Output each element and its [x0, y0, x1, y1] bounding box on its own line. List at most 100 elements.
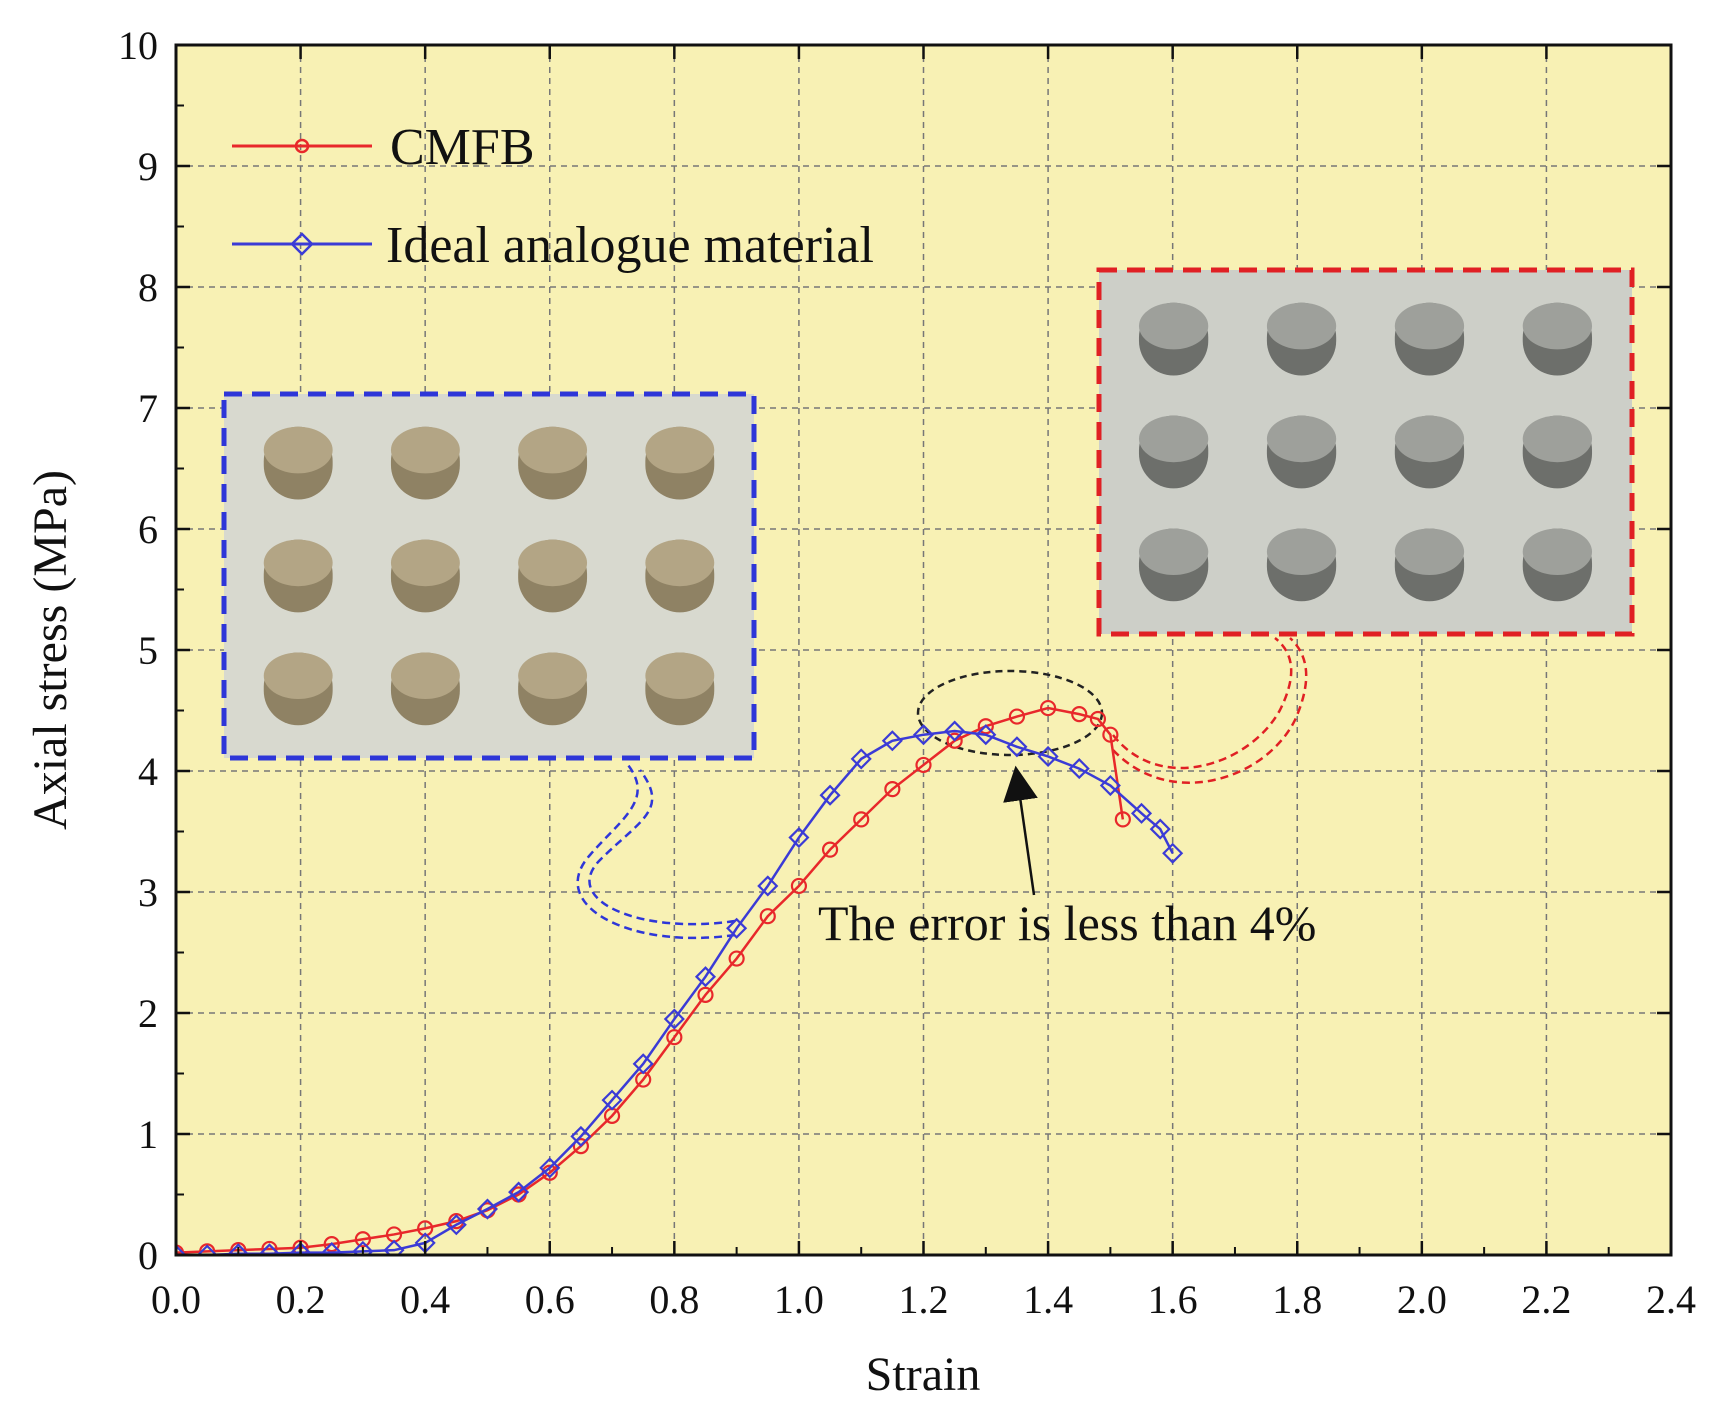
- x-tick-label-8: 1.6: [1148, 1277, 1198, 1322]
- legend-marker-cmfb: [294, 138, 310, 154]
- blue-connector-curve: [588, 769, 736, 926]
- series-1-point-32: [1149, 818, 1171, 840]
- x-tick-label-0: 0.0: [151, 1277, 201, 1322]
- series-1-point-21: [819, 784, 841, 806]
- tan-specimen-photo: [263, 426, 715, 726]
- series-1-point-5: [321, 1242, 343, 1255]
- series-line-1: [176, 729, 1174, 1255]
- grey-specimen-top-0-0: [1138, 302, 1209, 350]
- y-tick-label-4: 4: [138, 749, 158, 794]
- series-0-point-2: [230, 1242, 247, 1255]
- series-1-point-15: [632, 1053, 654, 1075]
- series-1-point-2: [227, 1243, 249, 1255]
- series-1-point-13: [570, 1125, 592, 1147]
- grey-specimen-photo: [1138, 302, 1593, 602]
- y-tick-label-1: 1: [138, 1112, 158, 1157]
- legend: CMFB Ideal analogue material: [232, 119, 874, 274]
- series-1-point-18: [726, 917, 748, 939]
- x-tick-label-10: 2.0: [1397, 1277, 1447, 1322]
- series-1-point-4: [290, 1242, 312, 1255]
- series-0-point-18: [728, 950, 745, 967]
- blue-inset: [221, 391, 757, 761]
- x-axis-title: Strain: [866, 1348, 981, 1401]
- series-1-point-17: [694, 966, 717, 988]
- grey-specimen-top-0-2: [1394, 302, 1465, 350]
- series-1-point-26: [975, 724, 997, 746]
- series-0-point-20: [790, 877, 808, 895]
- series-0-point-29: [1071, 706, 1088, 723]
- series-1-point-7: [383, 1239, 405, 1255]
- series-0-point-5: [323, 1236, 340, 1253]
- x-tick-label-11: 2.2: [1521, 1277, 1571, 1322]
- series-0-point-24: [915, 756, 932, 774]
- grey-specimen-top-1-2: [1394, 415, 1465, 463]
- series-1-point-0: [176, 1244, 187, 1255]
- tan-specimen-top-0-3: [645, 426, 715, 474]
- x-tick-label-12: 2.4: [1646, 1277, 1696, 1322]
- series-1-point-16: [663, 1008, 685, 1030]
- ticks-layer: 0.0 0.2 0.4 0.6 0.8 1.0 1.2 1.4 1.6 1.8 2.0 2.2 2.4 0…: [118, 23, 1696, 1322]
- series-1-point-20: [788, 826, 810, 849]
- series-1-point-6: [352, 1240, 374, 1255]
- tan-specimen-top-0-2: [518, 426, 588, 474]
- series-1-point-10: [476, 1198, 499, 1220]
- grey-specimen-top-2-2: [1394, 528, 1465, 576]
- series-1-point-9: [445, 1214, 467, 1236]
- x-tick-label-6: 1.2: [899, 1277, 949, 1322]
- series-0-point-21: [821, 841, 839, 858]
- series-1-point-30: [1099, 774, 1121, 797]
- tan-specimen-top-2-2: [518, 652, 588, 700]
- blue-connector-curve-2: [576, 764, 736, 940]
- x-tick-label-5: 1.0: [774, 1277, 824, 1322]
- grey-specimen-top-1-0: [1138, 415, 1209, 463]
- tan-specimen-top-1-0: [263, 539, 333, 587]
- series-0-point-27: [1008, 708, 1026, 725]
- series-0-point-31: [1102, 726, 1119, 743]
- series-0-point-3: [261, 1240, 278, 1255]
- legend-label-ideal: Ideal analogue material: [386, 217, 874, 274]
- series-1-point-24: [912, 724, 935, 746]
- series-1-point-22: [850, 748, 872, 770]
- red-connector-curve: [1112, 637, 1293, 770]
- tan-specimen-top-2-0: [263, 652, 333, 700]
- legend-label-cmfb: CMFB: [390, 119, 535, 176]
- series-0-point-32: [1114, 811, 1131, 828]
- grey-specimen-top-2-3: [1522, 528, 1593, 576]
- tan-specimen-top-1-3: [645, 539, 715, 587]
- grey-specimen-top-1-3: [1522, 415, 1593, 463]
- x-tick-label-4: 0.8: [649, 1277, 699, 1322]
- y-tick-label-10: 10: [118, 23, 158, 68]
- series-0-point-26: [977, 718, 994, 735]
- series-1-point-19: [757, 875, 779, 897]
- tan-specimen-top-0-0: [263, 426, 333, 474]
- series-0-point-1: [199, 1243, 216, 1255]
- y-tick-label-0: 0: [138, 1233, 158, 1278]
- grey-specimen-top-1-1: [1266, 415, 1337, 463]
- tan-specimen-top-2-3: [645, 652, 715, 700]
- tan-specimen-top-1-1: [390, 539, 460, 587]
- tan-specimen-top-1-2: [518, 539, 588, 587]
- red-inset: [1096, 267, 1635, 637]
- series-0-point-22: [853, 811, 870, 828]
- series-1-point-28: [1037, 745, 1059, 768]
- series-0-point-19: [759, 908, 776, 925]
- annotation-arrow: [1003, 765, 1038, 896]
- y-tick-label-6: 6: [138, 507, 158, 552]
- legend-marker-ideal: [290, 232, 314, 256]
- y-tick-label-7: 7: [138, 386, 158, 431]
- grey-specimen-top-2-1: [1266, 528, 1337, 576]
- series-1-point-33: [1162, 842, 1184, 864]
- series-1-point-3: [258, 1243, 280, 1255]
- y-tick-label-8: 8: [138, 265, 158, 310]
- series-0-point-30: [1089, 710, 1107, 728]
- y-tick-label-2: 2: [138, 991, 158, 1036]
- x-tick-label-1: 0.2: [276, 1277, 326, 1322]
- y-tick-label-9: 9: [138, 144, 158, 189]
- series-1-point-25: [944, 720, 966, 742]
- y-tick-label-5: 5: [138, 628, 158, 673]
- series-1-point-11: [508, 1181, 530, 1203]
- grey-specimen-top-2-0: [1138, 528, 1209, 576]
- blue-inset-frame: [221, 391, 757, 761]
- series-1-point-12: [539, 1157, 561, 1179]
